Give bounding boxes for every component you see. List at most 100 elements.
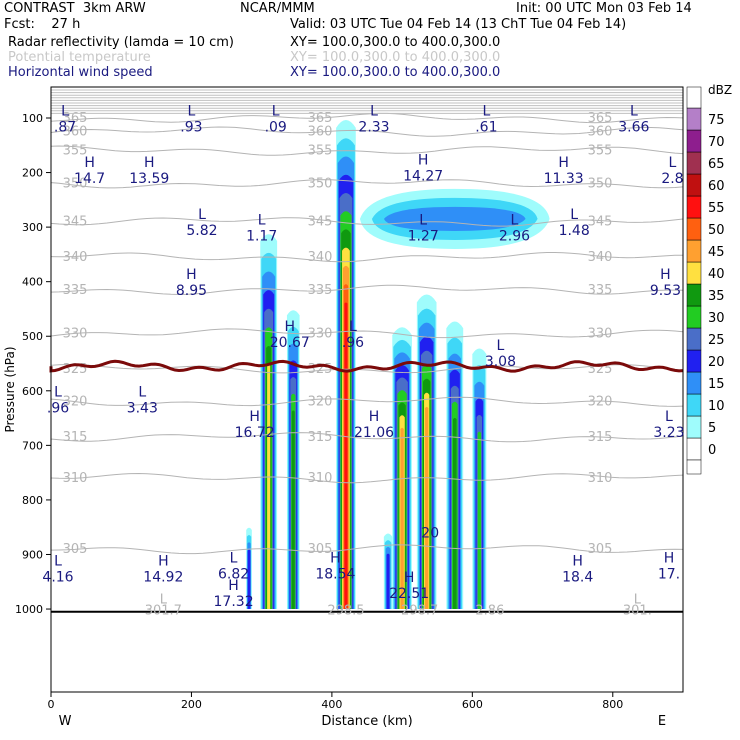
theta-contour-label: 350 (588, 176, 613, 191)
x-axis-label: Distance (km) (321, 714, 412, 729)
plot-background (51, 87, 683, 692)
y-tick-label: 900 (22, 548, 43, 561)
surface-theta-value: 298.5 (327, 603, 364, 618)
colorbar-level-label: 40 (708, 267, 725, 282)
wind-extreme-marker: L (138, 384, 146, 400)
wind-speed-value: 3.08 (485, 354, 516, 370)
theta-contour-label: 355 (588, 144, 613, 159)
wind-extreme-marker: H (330, 551, 341, 567)
wind-speed-value: 2.33 (358, 119, 389, 135)
surface-theta-marker: L (160, 593, 168, 608)
wind-extreme-marker: L (188, 103, 196, 119)
header-line2-right: Valid: 03 UTC Tue 04 Feb 14 (13 ChT Tue … (290, 17, 627, 32)
wind-speed-value: 14.92 (143, 569, 183, 585)
colorbar-level-label: 45 (708, 245, 725, 260)
field-label-wind: Horizontal wind speed (8, 65, 153, 80)
wind-speed-value: 8.95 (176, 283, 207, 299)
reflectivity-band (453, 417, 457, 610)
wind-speed-value: 20.67 (270, 335, 310, 351)
wind-extreme-marker: L (419, 212, 427, 228)
field-label-reflectivity: Radar reflectivity (lamda = 10 cm) (8, 35, 234, 50)
theta-contour (50, 126, 684, 137)
wind-extreme-marker: H (418, 152, 429, 168)
surface-theta-value: 298.7 (401, 603, 438, 618)
theta-contour-label: 305 (308, 542, 333, 557)
colorbar-level-label: 10 (708, 399, 725, 414)
theta-contour-label: 330 (308, 327, 333, 342)
wind-extreme-marker: H (369, 409, 380, 425)
wind-speed-value: 17.32 (214, 594, 254, 610)
wind-speed-value: 17. (658, 567, 680, 583)
wind-speed-value: 1.27 (408, 228, 439, 244)
colorbar-level-label: 30 (708, 311, 725, 326)
x-tick-label: 200 (181, 698, 202, 711)
wind-speed-value: 3.23 (653, 425, 684, 441)
header-line2-left: Fcst: 27 h (4, 17, 81, 32)
colorbar-swatch (686, 261, 702, 285)
field-xy-theta: XY= 100.0,300.0 to 400.0,300.0 (290, 50, 501, 65)
theta-contour-label: 305 (588, 542, 613, 557)
theta-contour (50, 145, 684, 156)
wind-speed-value: 14.7 (74, 171, 105, 187)
y-tick-label: 600 (22, 385, 43, 398)
reflectivity-field (51, 87, 683, 692)
colorbar-swatch (686, 129, 702, 153)
wind-extreme-marker: H (284, 319, 295, 335)
reflectivity-band (344, 302, 348, 610)
wind-speed-value: .96 (342, 335, 364, 351)
theta-contour-label: 315 (63, 430, 88, 445)
wind-speed-value: 18.54 (315, 567, 355, 583)
colorbar-level-label: 75 (708, 113, 725, 128)
wind-extreme-marker: L (630, 103, 638, 119)
colorbar-level-label: 15 (708, 377, 725, 392)
x-tick-label: 600 (462, 698, 483, 711)
theta-contour-label: 350 (63, 176, 88, 191)
surface-theta-value: 301. (623, 603, 652, 618)
theta-contour-label: 345 (63, 215, 88, 230)
wind-extreme-marker: L (665, 409, 673, 425)
wind-speed-value: 21.06 (354, 425, 394, 441)
wind-speed-value: .87 (54, 119, 76, 135)
theta-contour-label: 335 (588, 283, 613, 298)
theta-contour-label: 320 (588, 395, 613, 410)
theta-contour-label: 365 (588, 111, 613, 126)
theta-contour-label: 340 (588, 250, 613, 265)
wind-extreme-marker: L (54, 384, 62, 400)
colorbar-swatch (686, 349, 702, 373)
theta-contour (50, 112, 684, 124)
header-line1-right: Init: 00 UTC Mon 03 Feb 14 (516, 1, 692, 16)
colorbar-swatch (686, 283, 702, 307)
theta-contour-label: 340 (308, 250, 333, 265)
theta-contour-label: 335 (63, 283, 88, 298)
colorbar-level-label: 0 (708, 443, 716, 458)
theta-contour-label: 345 (588, 215, 613, 230)
theta-contour (50, 364, 684, 374)
theta-contour-label: 335 (308, 283, 333, 298)
y-tick-label: 700 (22, 439, 43, 452)
field-xy-wind: XY= 100.0,300.0 to 400.0,300.0 (290, 65, 501, 80)
theta-contour-label: 305 (63, 542, 88, 557)
wind-speed-value: 22.51 (389, 586, 429, 602)
theta-contour-label: 330 (63, 327, 88, 342)
theta-contour-label: 355 (63, 144, 88, 159)
theta-contour (50, 217, 684, 227)
surface-theta-value: 2.86 (475, 603, 504, 618)
plot-border (50, 86, 684, 693)
theta-contour-label: 310 (588, 471, 613, 486)
theta-contour (50, 544, 684, 555)
colorbar-level-label: 20 (708, 355, 725, 370)
colorbar-swatch (686, 107, 702, 131)
wind-speed-value: 4.16 (42, 569, 73, 585)
wind-speed-value: 1.17 (246, 228, 277, 244)
zero-isotherm-line (49, 359, 684, 373)
wind-extreme-marker: L (272, 103, 280, 119)
wind-extreme-marker: L (61, 103, 69, 119)
theta-contour (50, 284, 684, 296)
wind-speed-value: 16.72 (235, 425, 275, 441)
colorbar-swatch (686, 195, 702, 219)
wind-speed-value: 2.96 (499, 228, 530, 244)
x-tick-label: 0 (48, 698, 55, 711)
wind-extreme-marker: H (186, 267, 197, 283)
theta-contour-label: 330 (588, 327, 613, 342)
field-xy-reflectivity: XY= 100.0,300.0 to 400.0,300.0 (290, 35, 501, 50)
